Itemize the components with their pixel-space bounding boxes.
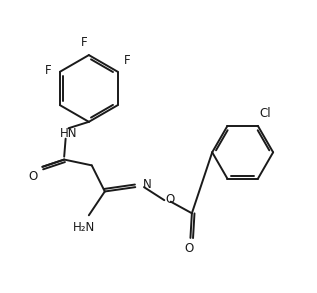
Text: F: F: [81, 36, 88, 49]
Text: O: O: [184, 242, 194, 255]
Text: F: F: [45, 64, 51, 77]
Text: HN: HN: [60, 127, 77, 140]
Text: Cl: Cl: [259, 107, 271, 120]
Text: O: O: [29, 170, 38, 183]
Text: H₂N: H₂N: [73, 221, 96, 234]
Text: N: N: [143, 178, 151, 191]
Text: F: F: [124, 54, 130, 67]
Text: O: O: [166, 193, 175, 206]
